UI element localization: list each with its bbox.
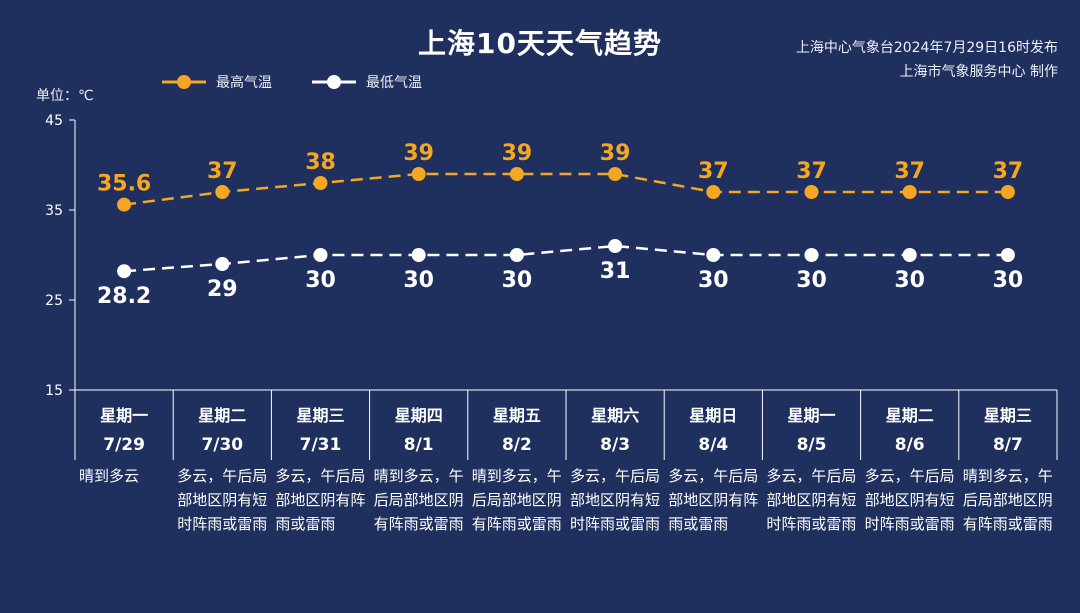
weather-text: 多云，午后局部地区阴有阵雨或雷雨 <box>275 467 366 533</box>
weather-text: 多云，午后局部地区阴有短时阵雨或雷雨 <box>864 467 955 533</box>
weekday-label: 星期一 <box>100 406 148 425</box>
low-data-point <box>804 248 819 262</box>
high-series-line <box>123 172 1008 206</box>
low-data-point <box>608 239 623 253</box>
weather-text: 多云，午后局部地区阴有阵雨或雷雨 <box>668 467 759 533</box>
legend-high-label: 最高气温 <box>216 75 272 91</box>
weather-text: 晴到多云，午后局部地区阴有阵雨或雷雨 <box>962 467 1053 533</box>
date-label: 8/2 <box>502 435 532 455</box>
page-title: 上海10天天气趋势 <box>418 27 662 60</box>
high-data-point <box>215 185 230 199</box>
weather-text: 晴到多云，午后局部地区阴有阵雨或雷雨 <box>471 467 562 533</box>
weekday-label: 星期一 <box>787 406 835 425</box>
high-data-label: 37 <box>894 159 925 184</box>
high-data-label: 35.6 <box>97 172 151 197</box>
weekday-label: 星期日 <box>689 406 737 425</box>
low-data-label: 28.2 <box>97 284 151 309</box>
date-label: 8/1 <box>404 435 434 455</box>
low-data-label: 30 <box>502 268 533 293</box>
legend-low-label: 最低气温 <box>366 75 422 91</box>
y-tick-label: 15 <box>45 383 63 399</box>
date-label: 8/7 <box>993 435 1023 455</box>
legend-low-marker <box>312 75 356 89</box>
weather-text: 多云，午后局部地区阴有短时阵雨或雷雨 <box>570 467 661 533</box>
date-label: 8/4 <box>698 435 728 455</box>
high-data-point <box>1000 185 1015 199</box>
high-data-point <box>804 185 819 199</box>
low-data-point <box>313 248 328 262</box>
legend-high-marker <box>162 75 206 89</box>
date-label: 8/6 <box>895 435 925 455</box>
low-data-label: 30 <box>894 268 925 293</box>
high-data-label: 39 <box>502 141 533 166</box>
date-label: 8/5 <box>797 435 827 455</box>
low-data-label: 31 <box>600 259 631 284</box>
date-label: 8/3 <box>600 435 630 455</box>
high-data-label: 39 <box>403 141 434 166</box>
low-data-label: 30 <box>796 268 827 293</box>
low-data-point <box>411 248 426 262</box>
low-data-label: 30 <box>993 268 1024 293</box>
high-data-point <box>608 167 623 181</box>
low-data-label: 30 <box>403 268 434 293</box>
weekday-label: 星期六 <box>591 406 639 425</box>
high-data-point <box>117 197 132 212</box>
y-tick-label: 35 <box>45 203 63 219</box>
legend-item-high: 最高气温 <box>160 70 272 94</box>
weather-text: 晴到多云 <box>79 467 140 485</box>
y-tick-label: 45 <box>45 113 63 129</box>
weekday-label: 星期五 <box>493 406 541 425</box>
high-data-point <box>509 167 524 181</box>
high-data-label: 37 <box>993 159 1024 184</box>
high-data-point <box>706 185 721 199</box>
weekday-label: 星期三 <box>296 406 344 425</box>
low-series-line <box>124 244 1008 273</box>
high-data-label: 39 <box>600 141 631 166</box>
low-data-point <box>215 257 230 271</box>
issuer-info: 上海中心气象台2024年7月29日16时发布 上海市气象服务中心 制作 <box>796 36 1058 84</box>
date-label: 7/31 <box>300 435 342 455</box>
low-data-label: 30 <box>698 268 729 293</box>
y-tick-label: 25 <box>45 293 63 309</box>
high-data-label: 37 <box>207 159 238 184</box>
weekday-label: 星期四 <box>395 406 443 425</box>
low-data-point <box>1000 248 1015 262</box>
low-data-point <box>117 264 132 279</box>
low-data-label: 29 <box>207 277 238 302</box>
low-data-point <box>706 248 721 262</box>
issuer-line-2: 上海市气象服务中心 制作 <box>899 64 1058 80</box>
weather-text: 晴到多云，午后局部地区阴有阵雨或雷雨 <box>373 467 464 533</box>
low-data-point <box>509 248 524 262</box>
low-data-label: 30 <box>305 268 336 293</box>
high-data-label: 37 <box>698 159 729 184</box>
high-data-label: 37 <box>796 159 827 184</box>
date-label: 7/29 <box>103 435 145 455</box>
date-label: 7/30 <box>201 435 243 455</box>
weather-text: 多云，午后局部地区阴有短时阵雨或雷雨 <box>766 467 857 533</box>
high-data-label: 38 <box>305 150 336 175</box>
weekday-label: 星期二 <box>198 406 246 425</box>
low-data-point <box>902 248 917 262</box>
high-data-point <box>411 167 426 181</box>
legend-item-low: 最低气温 <box>310 70 422 94</box>
unit-label: 单位：℃ <box>36 88 94 104</box>
issuer-line-1: 上海中心气象台2024年7月29日16时发布 <box>795 40 1058 56</box>
weekday-label: 星期二 <box>886 406 934 425</box>
high-data-point <box>313 176 328 190</box>
weekday-label: 星期三 <box>984 406 1032 425</box>
high-data-point <box>902 185 917 199</box>
weather-text: 多云，午后局部地区阴有短时阵雨或雷雨 <box>177 467 268 533</box>
